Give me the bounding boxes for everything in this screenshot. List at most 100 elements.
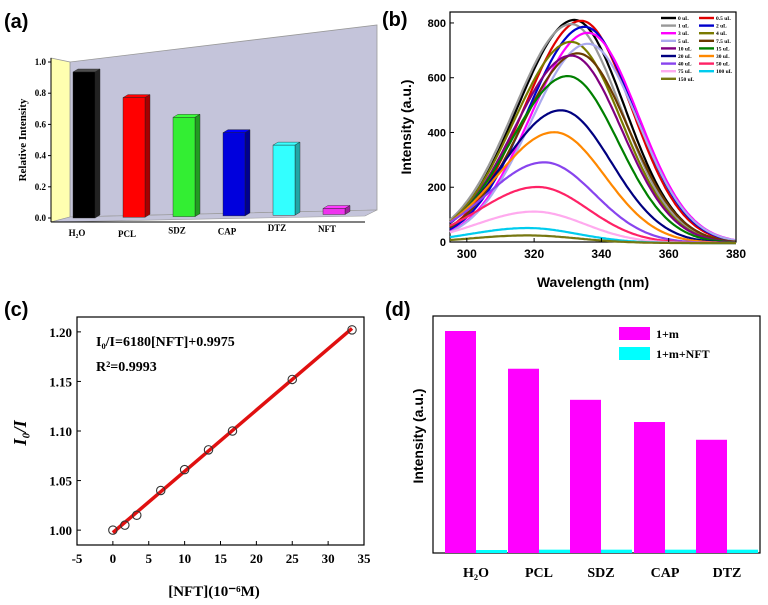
panel-a-bar-side [144, 94, 151, 218]
panel-b-legend-label: 0.5 uL [716, 16, 731, 22]
panel-d-bar-1m [508, 368, 539, 553]
panel-d-xtick-label: SDZ [587, 566, 614, 581]
panel-c-ytick-label: 1.10 [49, 424, 72, 439]
panel-b-legend-label: 2 uL [716, 24, 727, 30]
panel-a-ytick-label: 0.0 [35, 213, 47, 223]
panel-c-data-point [287, 374, 297, 385]
panel-d-xtick-label: CAP [651, 566, 680, 581]
panel-c-ytick-label: 1.20 [49, 325, 72, 340]
panel-d-bar-1m-nft [727, 549, 758, 553]
panel-a-ylabel: Relative Intensity [17, 98, 29, 181]
panel-a-xtick-label: CAP [218, 226, 237, 236]
panel-d-bar-1m-nft [476, 550, 507, 553]
panel-d-bar-1m-nft [601, 549, 632, 553]
panel-b-ytick-label: 0 [440, 237, 446, 249]
panel-c-data-point [132, 510, 142, 521]
panel-a-label: (a) [4, 11, 28, 33]
panel-b-frame [449, 11, 737, 243]
panel-b-legend-label: 100 uL [716, 69, 733, 75]
panel-b-legend-label: 4 uL [716, 31, 727, 37]
panel-b-legend-label: 150 uL [678, 77, 695, 83]
panel-d-xtick-label: H₂O [463, 566, 489, 581]
panel-d-bar-1m-nft [665, 549, 696, 553]
panel-b-legend-label: 0 uL [678, 16, 689, 22]
panel-b-xtick-label: 300 [457, 247, 477, 261]
panel-c-frame [76, 316, 365, 546]
panel-b-ytick-label: 600 [428, 73, 446, 85]
panel-b-ytick-label: 200 [428, 182, 446, 194]
panel-d-xtick-label: PCL [525, 566, 553, 581]
panel-b-series-line [449, 109, 737, 244]
panel-c: (c) 1.00 1.05 1.10 1.15 1.20 -5 0 5 10 15 20 25 30 3… [4, 299, 371, 600]
panel-c-equation: I₀/I=6180[NFT]+0.9975 [96, 335, 235, 350]
panel-b-legend-label: 10 uL [678, 46, 692, 52]
panel-d-bar-1m [570, 399, 601, 553]
panel-a-xtick-label: NFT [318, 224, 336, 234]
panel-c-xtick-label: 20 [250, 551, 263, 566]
panel-b-legend-label: 7.5 uL [716, 39, 731, 45]
panel-c-label: (c) [4, 299, 28, 321]
panel-c-data-point [227, 426, 238, 436]
panel-c-data-point [120, 520, 130, 530]
panel-a-xtick-label: H₂O [69, 228, 86, 238]
panel-c-ytick-label: 1.00 [49, 523, 72, 538]
panel-b-legend-label: 75 uL [678, 69, 692, 75]
panel-b-ytick-label: 800 [428, 18, 446, 30]
panel-a-bar [122, 97, 146, 218]
panel-b-series-line [449, 75, 736, 244]
panel-a: (a) Relative Intensity 0.0 0.2 0.4 0.6 0.8 1.… [4, 11, 378, 239]
panel-c-data-point [347, 325, 357, 335]
panel-a-bar [172, 117, 196, 217]
panel-b-label: (b) [382, 9, 408, 31]
panel-b-series-line [449, 18, 737, 243]
panel-c-data-point [203, 445, 214, 455]
panel-c-ylabel: I₀/I [10, 419, 30, 446]
panel-d: (d) H₂O PCL SDZ CAP DTZ 1+m 1+m+NFT Intensity… [385, 299, 761, 581]
panel-d-bar-1m [634, 422, 665, 553]
panel-d-legend-swatch [619, 327, 650, 340]
panel-a-xtick-label: SDZ [168, 226, 186, 236]
panel-b-legend-label: 5 uL [678, 39, 689, 45]
panel-b: (b) 0 200 400 600 800 300 320 340 360 380 0 uL 0.… [382, 9, 746, 290]
panel-a-left-wall [50, 57, 71, 223]
panel-b-series-line [449, 131, 736, 244]
panel-b-legend-label: 20 uL [678, 54, 692, 60]
panel-d-bar-1m-nft [539, 549, 570, 553]
panel-b-series-line [449, 19, 737, 243]
panel-a-ytick-label: 0.2 [35, 182, 47, 192]
panel-b-legend-label: 40 uL [678, 62, 692, 68]
panel-a-bar [322, 208, 346, 215]
panel-a-bar [222, 132, 246, 217]
panel-d-legend-swatch [619, 347, 650, 360]
panel-a-xtick-label: DTZ [268, 223, 287, 233]
panel-b-legend-label: 3 uL [678, 31, 689, 37]
panel-b-xtick-label: 320 [524, 247, 544, 261]
panel-a-bar-side [294, 141, 301, 216]
panel-c-xtick-label: 25 [286, 551, 300, 566]
panel-d-legend-label: 1+m+NFT [656, 347, 710, 361]
panel-a-xtick-label: PCL [118, 229, 136, 239]
panel-c-xtick-label: 10 [178, 551, 191, 566]
panel-b-legend-label: 15 uL [716, 46, 730, 52]
panel-c-data-point [108, 525, 118, 535]
panel-a-ytick-label: 0.4 [35, 151, 47, 161]
panel-c-data-point [155, 485, 166, 496]
panel-c-fit-line [111, 327, 354, 534]
panel-b-legend-label: 30 uL [716, 54, 730, 60]
panel-b-series-line [449, 54, 737, 244]
panel-c-xtick-label: 15 [214, 551, 228, 566]
panel-c-ytick-label: 1.15 [49, 374, 72, 389]
panel-b-xtick-label: 340 [591, 247, 611, 261]
panel-a-bar-side [194, 113, 201, 217]
panel-a-ytick-label: 1.0 [35, 57, 47, 67]
panel-a-bar-side [244, 129, 251, 217]
panel-b-legend-label: 1 uL [678, 24, 689, 30]
panel-b-xlabel: Wavelength (nm) [537, 274, 649, 290]
panel-d-bar-1m [696, 439, 727, 553]
panel-c-xtick-label: 5 [146, 551, 153, 566]
panel-d-xtick-label: DTZ [713, 566, 742, 581]
panel-c-xtick-label: 35 [358, 551, 372, 566]
panel-b-xtick-label: 360 [659, 247, 679, 261]
panel-d-legend-label: 1+m [656, 327, 679, 341]
